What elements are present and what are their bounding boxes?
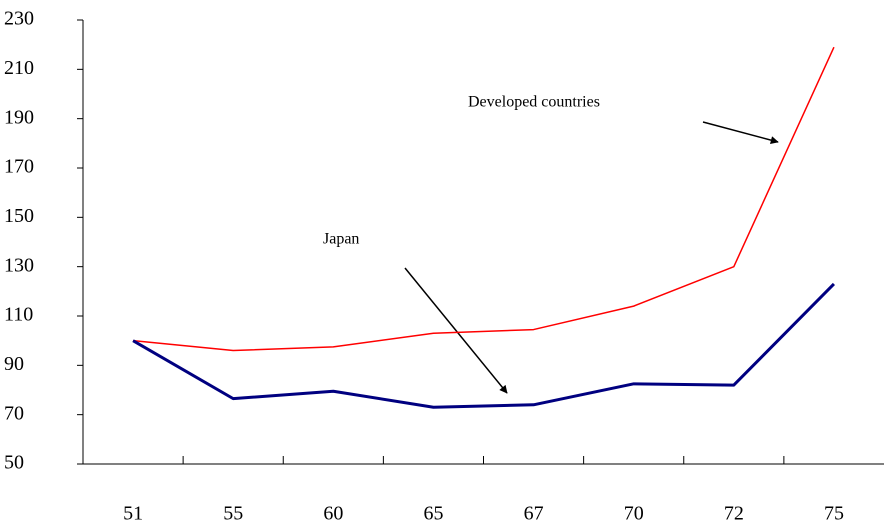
- y-tick-label: 170: [4, 156, 34, 178]
- x-tick-label: 75: [824, 503, 844, 525]
- y-tick-label: 130: [4, 254, 34, 276]
- y-tick-label: 230: [4, 8, 34, 30]
- y-tick-label: 90: [4, 353, 24, 375]
- x-tick-label: 72: [724, 503, 744, 525]
- series-line: [132, 46, 835, 352]
- y-tick-label: 190: [4, 106, 34, 128]
- x-tick-label: 70: [624, 503, 644, 525]
- annotation: Developed countries: [468, 94, 600, 111]
- annotation-arrow: [702, 121, 779, 145]
- annotation: Japan: [323, 231, 359, 248]
- y-tick-label: 110: [4, 304, 33, 326]
- x-tick-label: 65: [423, 503, 443, 525]
- annotation-arrow: [404, 267, 508, 394]
- x-tick-label: 51: [123, 503, 143, 525]
- y-tick-label: 70: [4, 402, 24, 424]
- y-tick-label: 210: [4, 57, 34, 79]
- y-tick-label: 50: [4, 452, 24, 474]
- y-tick-label: 150: [4, 205, 34, 227]
- x-tick-label: 55: [223, 503, 243, 525]
- x-tick-label: 60: [323, 503, 343, 525]
- x-tick-label: 67: [524, 503, 544, 525]
- series-line: [132, 282, 836, 409]
